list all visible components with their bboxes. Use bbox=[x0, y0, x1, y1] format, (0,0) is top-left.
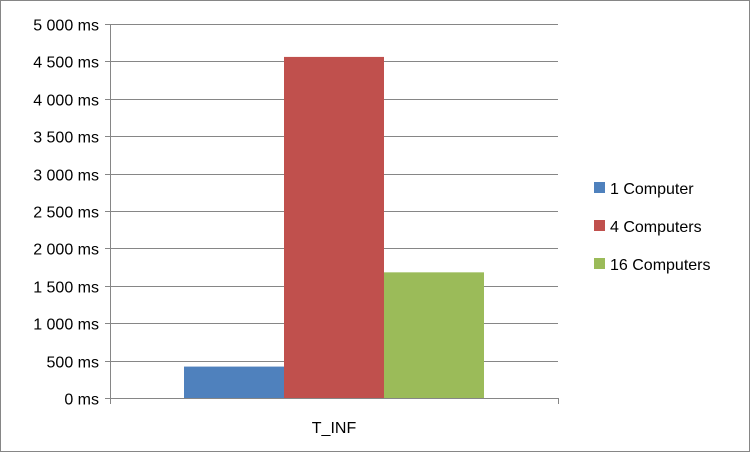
y-axis-tick-labels: 0 ms 500 ms 1 000 ms 1 500 ms 2 000 ms 2 500 … bbox=[33, 18, 99, 409]
legend-swatch bbox=[594, 258, 605, 269]
y-tick-label: 3 000 ms bbox=[33, 168, 99, 185]
y-tick-label: 5 000 ms bbox=[33, 18, 99, 35]
y-tick-label: 2 500 ms bbox=[33, 205, 99, 222]
x-tick-label: T_INF bbox=[312, 420, 357, 437]
legend-label: 4 Computers bbox=[610, 219, 702, 236]
axes bbox=[105, 24, 559, 404]
legend-swatch bbox=[594, 182, 605, 193]
bars bbox=[184, 56, 484, 399]
y-tick-label: 4 000 ms bbox=[33, 93, 99, 110]
x-axis-tick-labels: T_INF bbox=[312, 420, 357, 437]
y-tick-label: 2 000 ms bbox=[33, 242, 99, 259]
legend-label: 16 Computers bbox=[610, 257, 711, 274]
bar-1-computer bbox=[184, 366, 284, 398]
y-tick-label: 3 500 ms bbox=[33, 130, 99, 147]
bar-4-computers bbox=[284, 56, 384, 399]
legend: 1 Computer 4 Computers 16 Computers bbox=[594, 181, 711, 274]
y-tick-label: 1 000 ms bbox=[33, 317, 99, 334]
legend-label: 1 Computer bbox=[610, 181, 694, 198]
legend-swatch bbox=[594, 220, 605, 231]
bar-16-computers bbox=[384, 272, 484, 398]
y-tick-label: 1 500 ms bbox=[33, 280, 99, 297]
y-tick-label: 500 ms bbox=[47, 355, 99, 372]
y-tick-label: 0 ms bbox=[64, 392, 99, 409]
y-tick-label: 4 500 ms bbox=[33, 55, 99, 72]
